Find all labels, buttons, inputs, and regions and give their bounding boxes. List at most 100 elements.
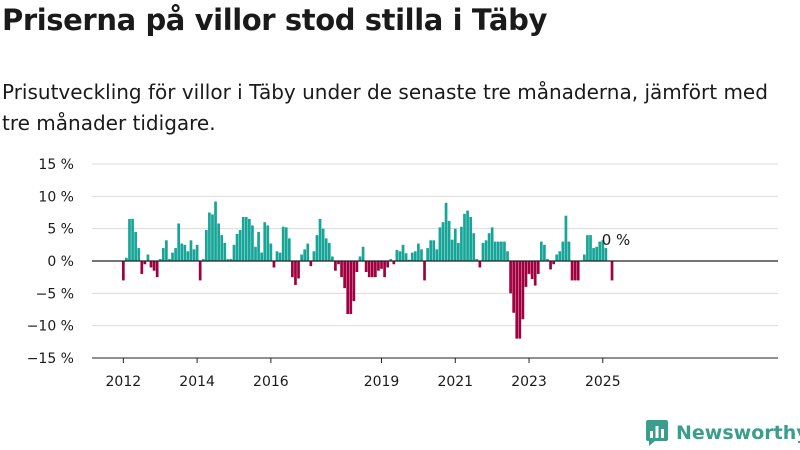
- bar: [168, 259, 171, 261]
- bar: [330, 256, 334, 261]
- bar: [361, 246, 365, 261]
- bar: [426, 248, 429, 261]
- bar: [165, 240, 168, 261]
- y-tick-label: 10 %: [38, 189, 74, 205]
- bar: [481, 242, 485, 261]
- bar: [337, 261, 340, 265]
- bar: [518, 261, 522, 339]
- bar: [189, 240, 193, 261]
- bar: [149, 261, 153, 268]
- bar: [598, 241, 602, 261]
- bar: [137, 248, 141, 261]
- bar: [134, 231, 137, 261]
- bar: [294, 261, 297, 285]
- bar: [180, 243, 184, 261]
- bar: [453, 228, 457, 261]
- bar: [610, 261, 614, 281]
- bar: [423, 261, 426, 281]
- bar: [564, 215, 568, 261]
- bar: [413, 251, 417, 261]
- bar: [407, 259, 411, 261]
- bar: [404, 253, 408, 261]
- bar: [309, 261, 313, 267]
- bar: [171, 252, 174, 261]
- bar: [589, 235, 592, 261]
- bar: [254, 246, 257, 261]
- bar: [125, 257, 128, 261]
- x-tick-label: 2016: [253, 374, 289, 390]
- bar: [555, 254, 559, 261]
- bar: [567, 241, 571, 261]
- bar: [275, 251, 279, 261]
- bar: [278, 252, 282, 261]
- bar: [152, 261, 156, 271]
- bar: [441, 222, 445, 261]
- bar: [374, 261, 377, 278]
- bar: [158, 259, 162, 261]
- bar: [549, 261, 552, 270]
- bar: [318, 218, 322, 261]
- bar: [131, 218, 134, 261]
- y-tick-label: 15 %: [38, 157, 74, 173]
- bar: [251, 225, 254, 261]
- bar: [450, 239, 454, 261]
- bar: [340, 261, 343, 278]
- bar: [487, 233, 491, 261]
- bar: [573, 261, 577, 281]
- bar: [503, 241, 506, 261]
- bar: [343, 261, 346, 289]
- bar: [592, 248, 595, 261]
- bar: [604, 248, 608, 261]
- bar: [315, 235, 319, 261]
- bar: [269, 243, 273, 261]
- x-tick-label: 2025: [585, 374, 621, 390]
- bar: [524, 261, 528, 287]
- bar: [466, 210, 469, 261]
- bar: [478, 261, 482, 268]
- bar: [260, 252, 263, 261]
- bars: [122, 201, 614, 339]
- bar: [469, 217, 472, 261]
- bar: [586, 235, 589, 261]
- bar: [238, 229, 242, 261]
- chart-title: Priserna på villor stod stilla i Täby: [2, 3, 547, 37]
- bar: [370, 261, 374, 278]
- bar: [321, 228, 325, 261]
- y-tick-label: −10 %: [27, 319, 74, 335]
- bar: [352, 261, 356, 302]
- bar: [539, 241, 543, 261]
- y-tick-label: 0 %: [47, 254, 74, 270]
- bar: [543, 244, 546, 261]
- bar: [349, 261, 353, 315]
- bar: [552, 261, 555, 265]
- bar: [558, 251, 562, 261]
- bar: [223, 242, 227, 261]
- bar: [257, 231, 260, 261]
- x-tick-label: 2012: [106, 374, 142, 390]
- bar: [297, 261, 300, 279]
- bar: [438, 227, 442, 261]
- bar: [410, 252, 414, 261]
- bar: [174, 248, 177, 261]
- bar-chart-logo-icon: [646, 420, 668, 446]
- bar: [211, 214, 214, 261]
- bar: [122, 261, 125, 281]
- bar: [192, 249, 196, 261]
- bar: [155, 261, 159, 278]
- bar: [226, 259, 230, 261]
- bar: [398, 251, 402, 261]
- bar: [146, 254, 150, 261]
- bar: [128, 218, 131, 261]
- bar: [432, 240, 436, 261]
- bar: [220, 235, 224, 261]
- bar: [475, 259, 479, 261]
- bar: [355, 261, 359, 272]
- bar: [389, 259, 393, 261]
- bar: [392, 261, 396, 265]
- bar: [509, 261, 512, 294]
- x-tick-label: 2014: [179, 374, 215, 390]
- bar: [306, 243, 310, 261]
- bar: [235, 233, 239, 261]
- newsworthy-logo: Newsworthy: [645, 418, 800, 448]
- bar: [536, 261, 540, 274]
